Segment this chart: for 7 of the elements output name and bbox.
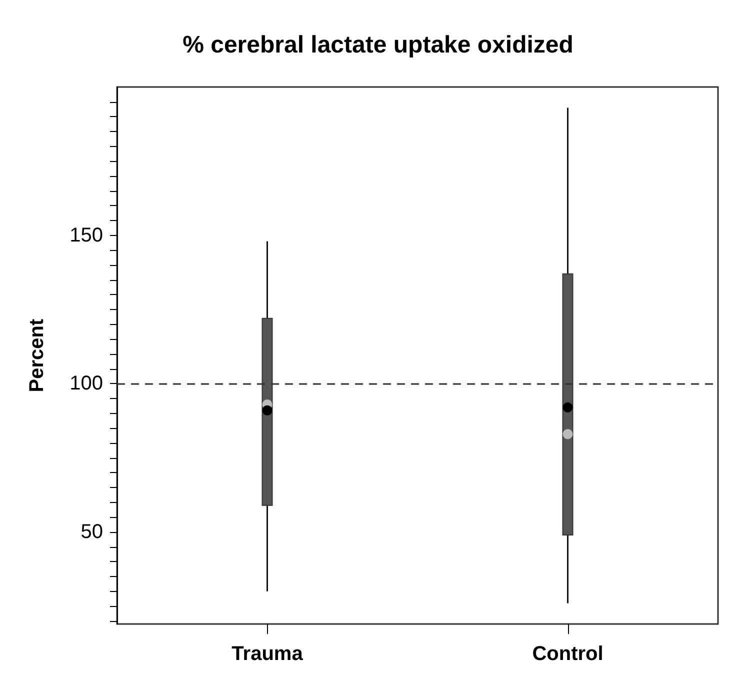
chart-title: % cerebral lactate uptake oxidized bbox=[182, 32, 574, 58]
y-axis-title: Percent bbox=[26, 318, 48, 392]
x-tick-label: Trauma bbox=[232, 643, 304, 665]
y-tick-label: 50 bbox=[80, 521, 103, 544]
y-tick-label: 150 bbox=[70, 224, 103, 246]
y-tick-label: 100 bbox=[70, 372, 103, 395]
x-tick-label: Control bbox=[532, 643, 604, 665]
